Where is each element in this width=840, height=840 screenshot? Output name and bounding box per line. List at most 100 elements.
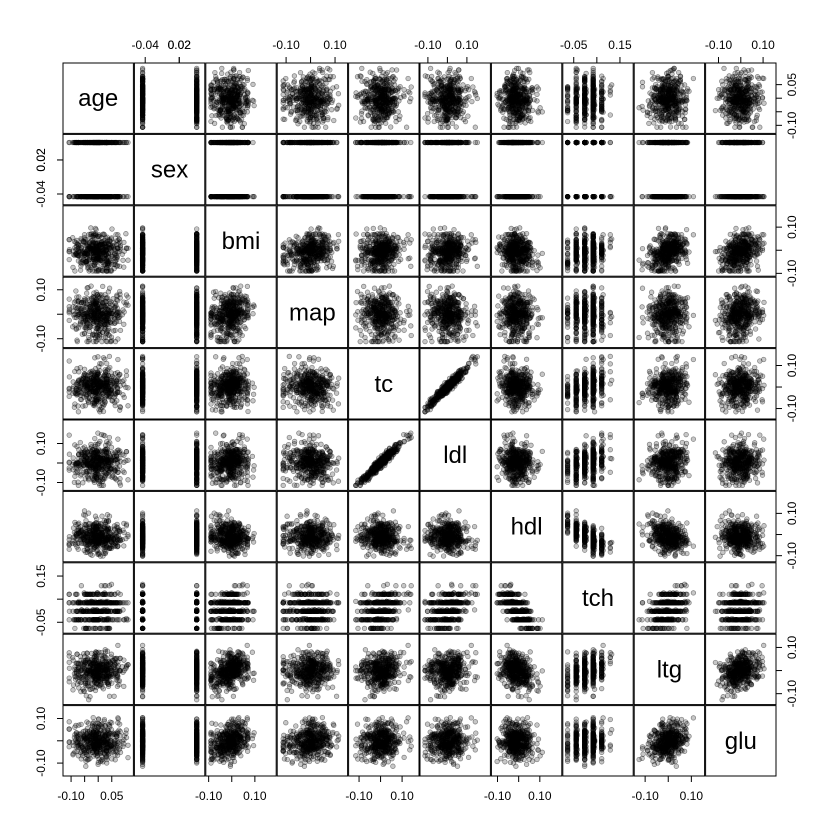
data-point xyxy=(139,103,146,109)
data-point xyxy=(280,105,286,111)
data-point xyxy=(314,94,320,100)
data-point xyxy=(379,100,386,106)
data-point xyxy=(389,107,395,114)
data-point xyxy=(658,124,664,130)
data-point xyxy=(382,106,388,112)
data-point xyxy=(427,94,433,101)
data-point xyxy=(435,109,441,116)
data-point xyxy=(139,96,146,102)
data-point xyxy=(434,107,440,113)
data-point xyxy=(226,99,232,106)
data-point xyxy=(294,107,300,114)
data-point xyxy=(301,107,308,114)
data-point xyxy=(313,97,319,104)
data-point xyxy=(235,75,241,81)
data-point xyxy=(194,105,200,111)
data-point xyxy=(280,116,286,122)
data-point xyxy=(245,67,251,74)
data-point xyxy=(666,106,672,112)
data-point xyxy=(139,79,146,85)
data-point xyxy=(444,104,450,110)
data-point xyxy=(225,85,232,91)
data-point xyxy=(607,112,613,118)
data-point xyxy=(238,75,244,82)
data-point xyxy=(299,100,305,106)
data-point xyxy=(293,107,299,113)
data-point xyxy=(306,101,312,107)
data-point xyxy=(230,73,236,80)
data-point xyxy=(365,94,372,101)
data-point xyxy=(315,78,321,85)
data-point xyxy=(573,117,579,124)
data-point xyxy=(382,83,388,89)
data-point xyxy=(194,121,200,127)
data-point xyxy=(139,82,146,89)
data-point xyxy=(761,75,767,82)
data-point xyxy=(385,107,392,113)
data-point xyxy=(228,115,235,121)
data-point xyxy=(433,98,439,105)
data-point xyxy=(453,124,459,130)
data-point xyxy=(308,87,314,93)
data-point xyxy=(218,107,224,113)
data-point xyxy=(318,78,325,84)
data-point xyxy=(316,87,323,93)
data-point xyxy=(438,79,445,85)
data-point xyxy=(194,99,200,105)
data-point xyxy=(733,65,739,72)
data-point xyxy=(450,94,456,100)
data-point xyxy=(243,94,249,100)
data-point xyxy=(228,95,235,101)
data-point xyxy=(437,78,443,84)
data-point xyxy=(381,103,388,110)
data-point xyxy=(194,95,200,101)
data-point xyxy=(665,69,671,75)
data-point xyxy=(381,99,387,106)
data-point xyxy=(364,97,371,103)
data-point xyxy=(323,102,329,108)
data-point xyxy=(310,96,317,103)
data-point xyxy=(371,77,377,84)
data-point xyxy=(209,82,215,88)
data-point xyxy=(139,76,146,82)
data-point xyxy=(82,139,88,146)
data-point xyxy=(457,75,464,81)
data-point xyxy=(215,100,221,106)
data-point xyxy=(440,88,446,94)
data-point xyxy=(194,102,200,108)
data-point xyxy=(737,124,743,130)
data-point xyxy=(218,78,224,84)
data-point xyxy=(375,100,381,106)
data-point xyxy=(241,99,248,105)
data-point xyxy=(392,104,398,110)
data-point xyxy=(218,84,224,90)
data-point xyxy=(450,97,457,103)
data-point xyxy=(194,104,200,111)
data-point xyxy=(234,92,241,99)
data-point xyxy=(386,112,392,118)
data-point xyxy=(208,101,214,107)
data-point xyxy=(139,91,146,97)
data-point xyxy=(396,116,402,123)
data-point xyxy=(319,112,325,118)
data-point xyxy=(451,79,457,85)
data-point xyxy=(194,114,200,121)
data-point xyxy=(449,114,455,121)
data-point xyxy=(194,96,200,103)
data-point xyxy=(209,94,216,101)
data-point xyxy=(208,82,214,88)
data-point xyxy=(228,96,234,102)
data-point xyxy=(305,106,311,112)
data-point xyxy=(372,83,379,89)
data-point xyxy=(443,103,449,109)
data-point xyxy=(381,88,387,94)
data-point xyxy=(430,99,436,105)
data-point xyxy=(219,100,226,106)
data-point xyxy=(228,99,234,105)
data-point xyxy=(300,101,306,107)
data-point xyxy=(224,89,230,95)
data-point xyxy=(228,99,234,105)
data-point xyxy=(139,117,146,123)
data-point xyxy=(228,99,234,106)
data-point xyxy=(232,86,238,92)
